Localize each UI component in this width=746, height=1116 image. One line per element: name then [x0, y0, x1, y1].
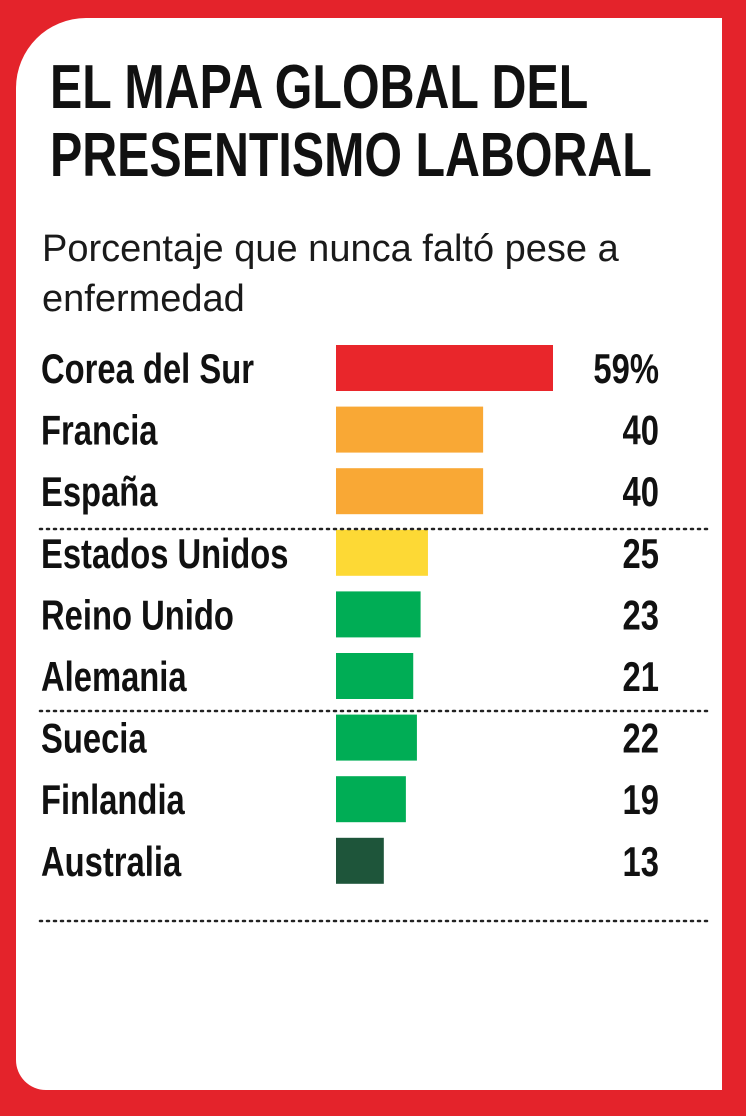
category-label-estados-unidos: Estados Unidos [41, 530, 289, 577]
category-label-finlandia: Finlandia [41, 776, 186, 823]
bar-corea-del-sur [336, 345, 553, 391]
value-label-espa-a: 40 [623, 468, 659, 515]
bar-alemania [336, 653, 414, 699]
category-label-alemania: Alemania [41, 653, 188, 700]
value-label-australia: 13 [623, 838, 659, 885]
chart-title: EL MAPA GLOBAL DEL PRESENTISMO LABORAL [50, 53, 652, 190]
bar-suecia [336, 714, 417, 761]
category-label-francia: Francia [41, 407, 158, 454]
category-label-espa-a: España [41, 468, 158, 515]
bar-reino-unido [336, 591, 421, 638]
category-label-corea-del-sur: Corea del Sur [41, 345, 254, 392]
bar-francia [336, 406, 484, 453]
value-label-corea-del-sur: 59% [593, 345, 659, 392]
category-label-australia: Australia [41, 838, 182, 885]
value-label-reino-unido: 23 [623, 591, 659, 638]
value-label-suecia: 22 [623, 715, 659, 762]
chart-subtitle: Porcentaje que nunca faltó pese a enferm… [42, 228, 619, 320]
value-label-estados-unidos: 25 [623, 530, 659, 577]
bar-estados-unidos [336, 529, 428, 576]
bar-australia [336, 837, 384, 884]
value-label-finlandia: 19 [623, 776, 659, 823]
bar-espa-a [336, 468, 484, 515]
value-label-francia: 40 [623, 407, 659, 454]
category-label-suecia: Suecia [41, 715, 148, 762]
value-label-alemania: 21 [623, 653, 659, 700]
bar-finlandia [336, 776, 406, 823]
category-label-reino-unido: Reino Unido [41, 591, 234, 638]
